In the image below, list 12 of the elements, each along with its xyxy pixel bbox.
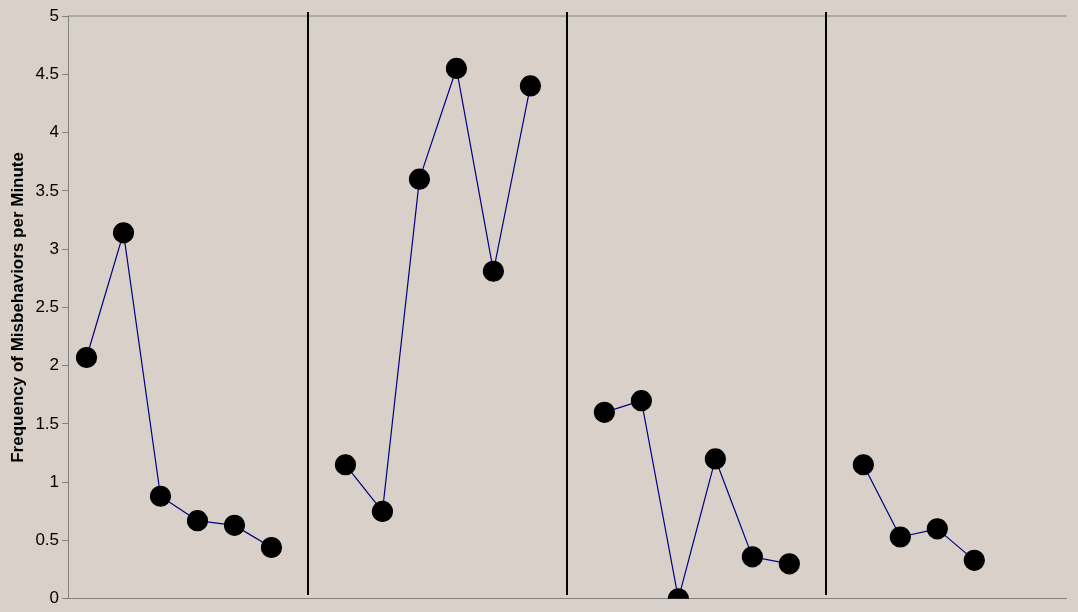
y-tick-label: 2.5 [35, 297, 60, 317]
y-tick-label: 4 [49, 122, 60, 142]
y-tick-label: 0 [49, 588, 60, 608]
y-tick-label: 4.5 [35, 63, 60, 83]
y-tick-label: 1 [49, 471, 60, 491]
y-tick-label: 5 [49, 5, 60, 25]
y-tick-label: 1.5 [35, 413, 60, 433]
y-tick-label: 0.5 [35, 530, 60, 550]
y-tick-label: 2 [49, 355, 60, 375]
y-axis-title: Frequency of Misbehaviors per Minute [7, 152, 27, 463]
y-tick-label: 3 [49, 238, 60, 258]
y-tick-label: 3.5 [35, 180, 60, 200]
